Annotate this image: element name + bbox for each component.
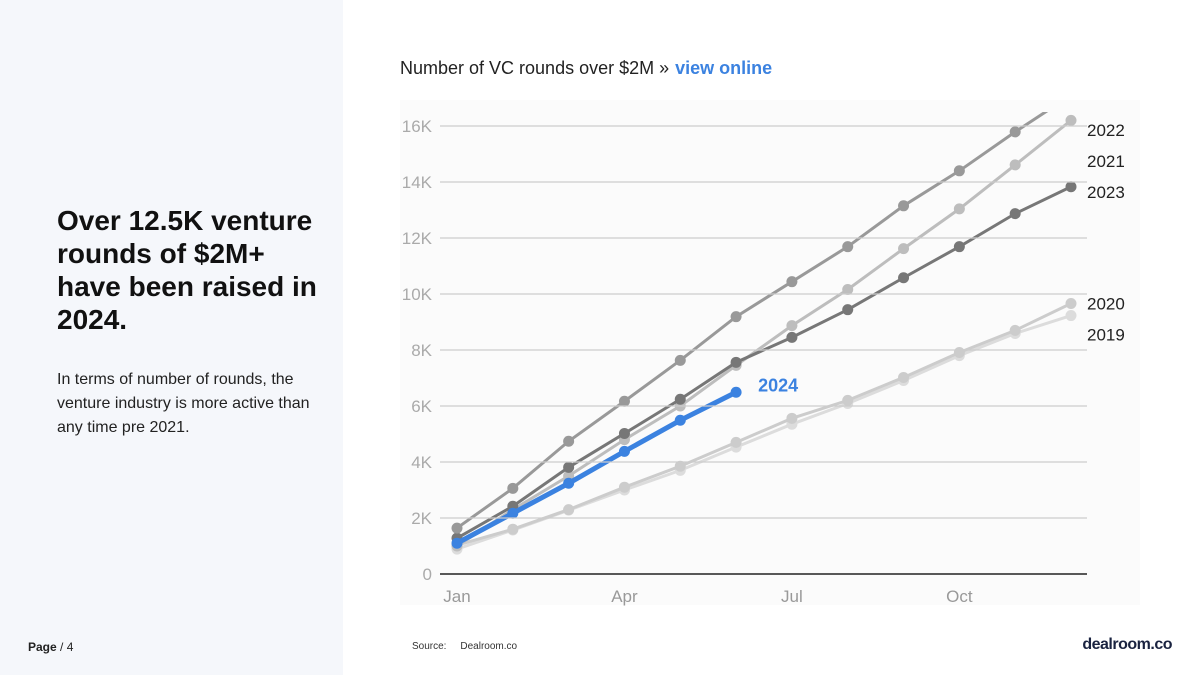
y-tick-label: 12K xyxy=(402,229,433,248)
data-point xyxy=(507,482,519,494)
x-tick-label: Oct xyxy=(946,587,973,606)
y-tick-label: 16K xyxy=(402,117,433,136)
series-line xyxy=(456,119,1072,548)
data-point xyxy=(674,460,686,472)
data-point xyxy=(842,394,854,406)
data-point xyxy=(898,200,910,212)
data-point xyxy=(563,435,575,447)
page-number: / 4 xyxy=(60,640,74,654)
series-label: 2021 xyxy=(1087,152,1125,171)
page-indicator: Page / 4 xyxy=(28,640,73,654)
x-tick-label: Apr xyxy=(611,587,638,606)
plot-background xyxy=(400,100,1140,605)
data-point xyxy=(1009,159,1021,171)
series-label: 2020 xyxy=(1087,295,1125,314)
data-point xyxy=(953,347,965,359)
data-point xyxy=(507,507,519,519)
series-line xyxy=(456,112,1049,530)
series-label: 2024 xyxy=(758,375,798,395)
y-tick-label: 0 xyxy=(423,565,432,584)
data-point xyxy=(898,371,910,383)
data-point xyxy=(618,481,630,493)
series-line xyxy=(456,302,1072,547)
data-point xyxy=(1065,310,1077,322)
data-point xyxy=(618,395,630,407)
source: Source: Dealroom.co xyxy=(412,641,517,652)
series-label: 2019 xyxy=(1087,326,1125,345)
body-text: In terms of number of rounds, the ventur… xyxy=(57,371,310,436)
data-point xyxy=(451,537,463,549)
data-point xyxy=(898,243,910,255)
data-point xyxy=(1066,90,1077,101)
chart-title: Number of VC rounds over $2M » xyxy=(400,58,670,78)
data-point xyxy=(953,241,965,253)
data-point xyxy=(730,386,742,398)
source-name: Dealroom.co xyxy=(460,641,518,652)
data-point xyxy=(674,414,686,426)
data-point xyxy=(451,522,463,534)
data-point xyxy=(786,412,798,424)
x-tick-label: Jul xyxy=(781,587,803,606)
data-point xyxy=(1065,114,1077,126)
data-point xyxy=(786,276,798,288)
data-point xyxy=(563,477,575,489)
data-point xyxy=(618,445,630,457)
source-label: Source: xyxy=(412,641,447,652)
x-tick-label: Jan xyxy=(443,587,470,606)
y-tick-label: 10K xyxy=(402,285,433,304)
data-point xyxy=(618,427,630,439)
data-point xyxy=(674,393,686,405)
data-point xyxy=(563,504,575,516)
chart-title-row: Number of VC rounds over $2M » view onlin… xyxy=(400,58,772,79)
data-point xyxy=(1065,181,1077,193)
data-point xyxy=(1009,324,1021,336)
data-point xyxy=(842,284,854,296)
data-point xyxy=(1009,126,1021,138)
data-point xyxy=(507,523,519,535)
data-point xyxy=(786,331,798,343)
y-tick-label: 8K xyxy=(411,341,432,360)
data-point xyxy=(730,311,742,323)
logo: dealroom.co xyxy=(1082,636,1172,653)
y-tick-label: 2K xyxy=(411,509,432,528)
data-point xyxy=(786,320,798,332)
data-point xyxy=(1065,298,1077,310)
y-tick-label: 4K xyxy=(411,453,432,472)
headline: Over 12.5K venture rounds of $2M+ have b… xyxy=(57,205,317,335)
data-point xyxy=(953,165,965,177)
data-point xyxy=(898,272,910,284)
data-point xyxy=(730,436,742,448)
y-tick-label: 14K xyxy=(402,173,433,192)
series-label: 2022 xyxy=(1087,121,1125,140)
data-point xyxy=(953,203,965,215)
data-point xyxy=(563,461,575,473)
data-point xyxy=(842,241,854,253)
data-point xyxy=(730,356,742,368)
data-point xyxy=(842,304,854,316)
side-panel xyxy=(0,0,343,675)
y-tick-label: 6K xyxy=(411,397,432,416)
data-point xyxy=(674,354,686,366)
series-label: 2023 xyxy=(1087,183,1125,202)
view-online-link[interactable]: view online xyxy=(675,58,773,78)
page-label: Page xyxy=(28,640,57,654)
data-point xyxy=(1009,208,1021,220)
